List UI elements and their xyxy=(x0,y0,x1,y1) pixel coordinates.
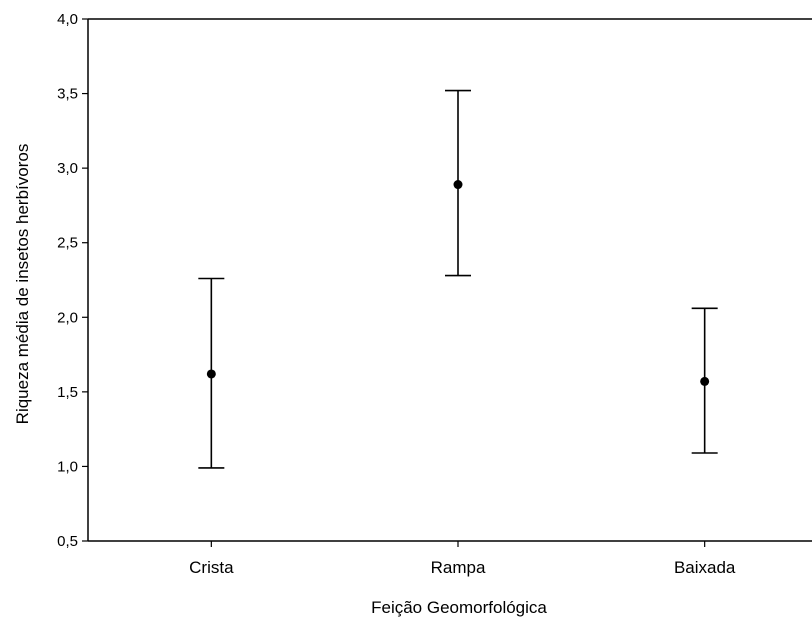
data-marks xyxy=(198,89,718,469)
y-tick-label: 3,0 xyxy=(57,160,78,177)
y-tick-label: 0,5 xyxy=(57,533,78,550)
y-tick-label: 2,5 xyxy=(57,235,78,252)
plot-frame xyxy=(87,18,812,542)
y-tick-label: 4,0 xyxy=(57,11,78,28)
mean-point-crista xyxy=(206,369,216,379)
y-tick-label: 3,5 xyxy=(57,86,78,103)
x-axis-ticks: Crista Rampa Baixada xyxy=(189,541,736,577)
mean-point-baixada xyxy=(700,376,710,386)
x-tick-label: Baixada xyxy=(674,558,736,577)
x-axis-title: Feição Geomorfológica xyxy=(371,598,547,617)
y-tick-label: 1,0 xyxy=(57,458,78,475)
mean-point-rampa xyxy=(453,180,463,190)
x-tick-label: Crista xyxy=(189,558,234,577)
y-tick-label: 2,0 xyxy=(57,309,78,326)
y-axis-title: Riqueza média de insetos herbívoros xyxy=(13,144,32,425)
x-tick-label: Rampa xyxy=(431,558,486,577)
y-axis-ticks: 0,5 1,0 1,5 2,0 2,5 3,0 3,5 4,0 xyxy=(57,11,88,550)
y-tick-label: 1,5 xyxy=(57,384,78,401)
